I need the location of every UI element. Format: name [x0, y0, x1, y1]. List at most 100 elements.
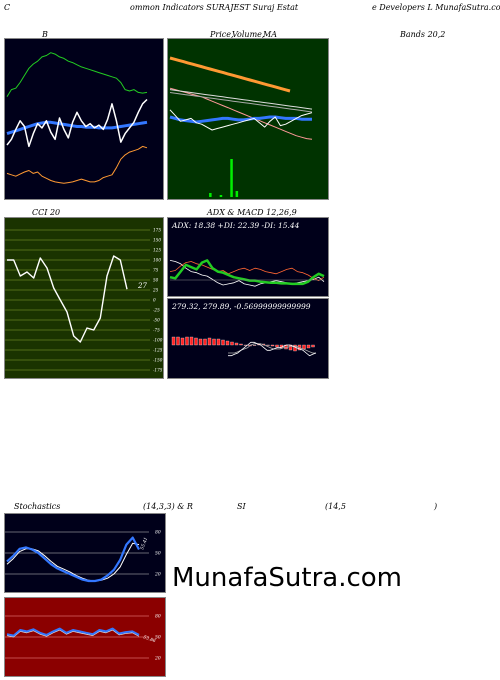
- macd-histogram-bar: [212, 338, 216, 346]
- macd-histogram-bar: [275, 344, 279, 348]
- stoch-panel: 80 50 20 55.41: [4, 513, 166, 593]
- cci-tick-label: -50: [153, 318, 160, 323]
- macd-chart: [171, 336, 317, 357]
- macd-histogram-bar: [180, 337, 185, 346]
- bands-label: Bands 20,2: [400, 30, 446, 39]
- macd-histogram-bar: [230, 341, 234, 346]
- stoch-label: Stochastics: [14, 502, 61, 511]
- macd-histogram-bar: [293, 344, 297, 352]
- rsi-params-close: ): [434, 502, 438, 511]
- header-title: ommon Indicators SURAJEST Suraj Estat: [130, 3, 299, 12]
- cci-tick-label: -125: [153, 348, 163, 353]
- adx-plus-di-line: [169, 260, 325, 287]
- ma-label: MA: [263, 30, 277, 39]
- cci-tick-label: 75: [153, 268, 159, 273]
- cci-tick-label: 25: [152, 288, 159, 293]
- bollinger-chart: [6, 52, 148, 184]
- cci-tick-label: -100: [153, 338, 163, 343]
- macd-histogram-bar: [203, 338, 207, 346]
- rsi-label: SI: [237, 502, 246, 511]
- cci-tick-label: 125: [153, 248, 161, 253]
- macd-histogram-bar: [311, 344, 315, 348]
- rsi-value-label: 53.86: [142, 634, 156, 644]
- price-panel: [167, 38, 329, 200]
- macd-histogram-bar: [185, 336, 189, 346]
- price-chart: [169, 56, 313, 197]
- volume-bar: [209, 193, 212, 197]
- stoch-tick-label: 80: [155, 530, 161, 536]
- macd-readout: 279.32, 279.89, -0.56999999999999: [172, 302, 311, 311]
- price-line: [169, 109, 313, 131]
- macd-histogram-bar: [306, 344, 311, 349]
- macd-histogram-bar: [189, 336, 194, 346]
- adx-readout: ADX: 18.38 +DI: 22.39 -DI: 15.44: [172, 221, 300, 230]
- header-left: C: [4, 3, 11, 12]
- rsi-tick-label: 80: [155, 614, 161, 620]
- cci-tick-label: -25: [153, 308, 160, 313]
- macd-histogram-bar: [225, 340, 230, 346]
- rsi-chart: 80 50 20 53.86: [5, 614, 161, 662]
- volume-bar: [230, 159, 233, 197]
- cci-tick-label: 100: [153, 258, 161, 263]
- macd-histogram-bar: [239, 343, 243, 346]
- stoch-tick-label: 50: [155, 551, 161, 557]
- macd-histogram-bar: [207, 337, 212, 346]
- cci-tick-label: 50: [153, 278, 159, 283]
- bollinger-upper-band: [6, 52, 148, 97]
- rsi-signal-line: [6, 629, 140, 638]
- macd-histogram-bar: [270, 344, 275, 347]
- macd-histogram-bar: [221, 339, 225, 346]
- macd-histogram-bar: [198, 338, 203, 346]
- bollinger-lower-band: [6, 145, 148, 184]
- header-right: e Developers L MunafaSutra.com: [372, 3, 500, 12]
- cci-line: [7, 255, 128, 343]
- volume-bar: [219, 195, 223, 197]
- watermark: MunafaSutra.com: [172, 563, 403, 593]
- cci-tick-label: -150: [153, 358, 163, 363]
- macd-panel: 279.32, 279.89, -0.56999999999999: [167, 298, 329, 379]
- bollinger-middle-band: [6, 120, 148, 136]
- cci-tick-label: -75: [153, 328, 160, 333]
- bollinger-panel: [4, 38, 164, 200]
- price-ma-orange: [169, 56, 291, 93]
- cci-panel: 175 150 125 100 75 50 25 0 -25 -50 -75 -100 -125 -150…: [4, 217, 164, 379]
- price-label: Price,: [210, 30, 234, 39]
- adx-panel: ADX: 18.38 +DI: 22.39 -DI: 15.44: [167, 217, 329, 297]
- macd-histogram-bar: [234, 342, 239, 346]
- macd-histogram-bar: [266, 344, 270, 346]
- cci-tick-label: -175: [153, 368, 163, 373]
- cci-chart: 175 150 125 100 75 50 25 0 -25 -50 -75 -100 -125 -150…: [5, 228, 163, 373]
- rsi-tick-label: 20: [154, 656, 161, 662]
- adx-macd-title: ADX & MACD 12,26,9: [207, 208, 297, 217]
- bollinger-price-line: [6, 98, 148, 148]
- macd-histogram-bar: [302, 344, 306, 350]
- price-ma-mid-2: [169, 92, 313, 113]
- volume-label: Volume,: [232, 30, 265, 39]
- rsi-line: [6, 627, 140, 637]
- adx-chart: [169, 259, 325, 287]
- macd-histogram-bar: [171, 336, 176, 346]
- macd-histogram-bar: [252, 344, 257, 346]
- stoch-value-label: 55.41: [139, 537, 149, 551]
- cci-tick-label: 175: [153, 228, 161, 233]
- cci-label: CCI 20: [32, 208, 61, 217]
- volume-bar: [235, 191, 239, 197]
- price-ma-long-shadow: [169, 87, 313, 140]
- rsi-params: (14,5: [325, 502, 346, 511]
- stoch-params: (14,3,3) & R: [143, 502, 193, 511]
- macd-histogram-bar: [176, 336, 180, 346]
- macd-signal-line: [228, 343, 316, 354]
- price-ma-mid: [169, 89, 313, 110]
- cci-value-label: 27: [137, 282, 147, 290]
- stoch-k-line: [6, 536, 140, 583]
- stoch-tick-label: 20: [154, 572, 161, 578]
- macd-histogram-bar: [216, 338, 221, 346]
- adx-minus-di-line: [169, 261, 325, 281]
- rsi-tick-label: 50: [155, 635, 161, 641]
- price-ma-blue: [169, 115, 312, 124]
- cci-tick-label: 150: [153, 238, 161, 243]
- cci-tick-label: 0: [153, 298, 156, 303]
- macd-line: [228, 341, 317, 357]
- stoch-chart: 80 50 20 55.41: [5, 530, 161, 583]
- rsi-panel: 80 50 20 53.86: [4, 597, 166, 677]
